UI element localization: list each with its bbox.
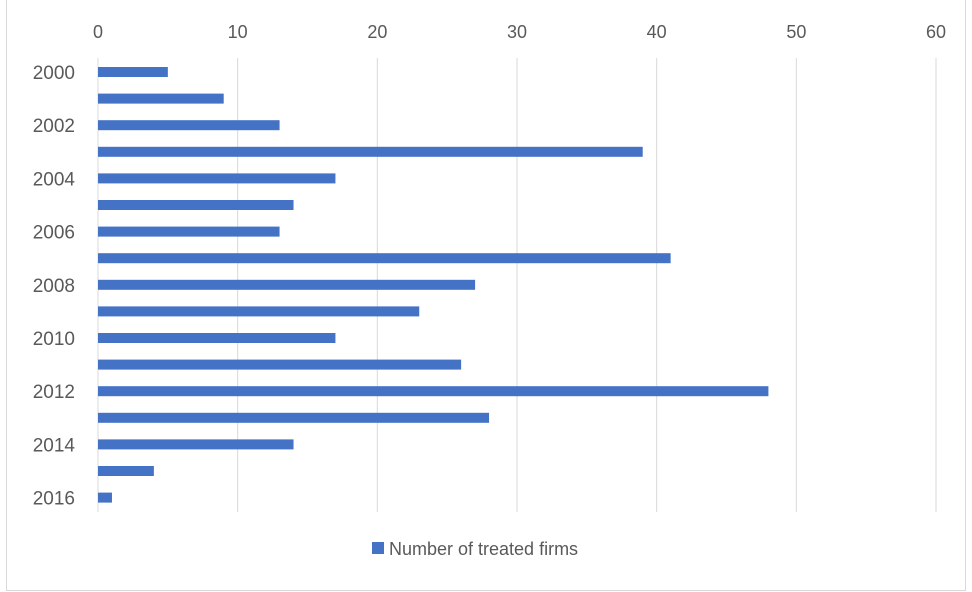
bar-2001 [98,93,224,104]
y-tick-label: 2006 [33,223,75,244]
x-tick-label: 60 [926,22,946,42]
y-tick-label: 2014 [33,435,76,456]
x-tick-label: 30 [507,22,527,42]
y-tick-label: 2016 [33,489,75,510]
y-tick-label: 2000 [33,63,75,84]
y-tick-label: 2002 [33,116,75,137]
legend-label: Number of treated firms [389,539,578,559]
bar-2010 [98,333,336,343]
legend-swatch [372,542,384,554]
x-tick-label: 20 [367,22,387,42]
bar-2014 [98,439,294,450]
y-tick-label: 2004 [33,169,76,190]
y-tick-label: 2012 [33,382,75,403]
x-axis-tick-labels: 0 10 20 30 40 50 60 [93,22,946,42]
bar-2003 [98,146,643,157]
bar-2016 [98,492,112,503]
bar-2002 [98,120,280,131]
legend: Number of treated firms [372,539,578,559]
y-axis-tick-labels: 2000 2002 2004 2006 2008 2010 2012 2014 2016 [33,63,76,510]
x-tick-label: 50 [786,22,806,42]
x-tick-label: 10 [228,22,248,42]
bar-2012 [98,386,769,397]
bar-2004 [98,173,336,184]
bars [98,67,769,503]
bar-2005 [98,200,294,210]
bar-2008 [98,279,476,290]
x-tick-label: 0 [93,22,103,42]
bar-2015 [98,466,154,476]
y-tick-label: 2008 [33,276,75,297]
bar-2007 [98,253,671,264]
x-tick-label: 40 [647,22,667,42]
chart-frame [6,0,966,591]
bar-2013 [98,412,490,423]
bar-2006 [98,226,280,237]
bar-2000 [98,67,168,77]
bar-2011 [98,359,462,370]
y-tick-label: 2010 [33,329,75,350]
bar-2009 [98,306,420,317]
